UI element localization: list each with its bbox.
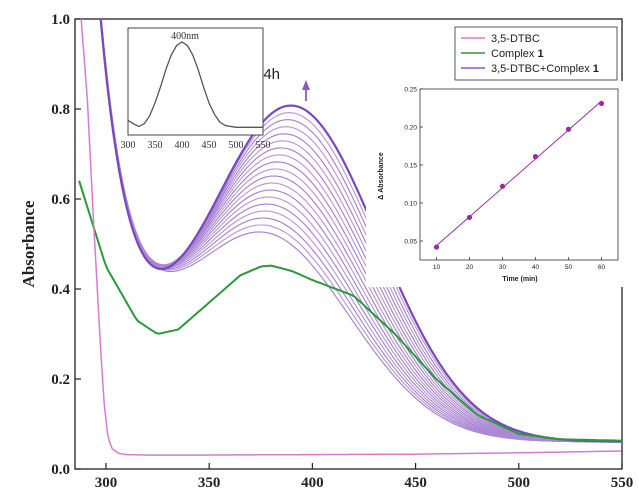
- inset-kinetics-background: [366, 81, 630, 287]
- inset-spectrum-plot: 300 350 400 450 500 550: [121, 41, 271, 151]
- main-plot-area: [78, 19, 622, 456]
- inset-kinetics-xlabel: Time (min): [502, 276, 537, 283]
- y-tick-label-0: 0.0: [51, 462, 70, 478]
- kinetics-x-tick-label-1: 20: [466, 264, 474, 271]
- inset-x-tick-label-0: 300: [121, 140, 136, 151]
- kinetics-x-tick-label-3: 40: [532, 264, 540, 271]
- kinetics-point-4: [532, 154, 539, 160]
- legend-label-complex-prefix: Complex: [491, 48, 537, 60]
- inset-kinetics: 10 20 30 40 50 60 0.05 0.10 0.15 0.20 0.25 Time (m…: [366, 81, 630, 287]
- kinetics-x-tick-label-4: 50: [565, 264, 573, 271]
- inset-kinetics-plot: 10 20 30 40 50 60 0.05 0.10 0.15 0.20 0.25: [404, 87, 605, 272]
- legend-label-dtbc: 3,5-DTBC: [491, 33, 540, 45]
- x-tick-label-5: 550: [611, 475, 634, 491]
- legend-label-mixture-prefix: 3,5-DTBC+Complex: [491, 63, 593, 75]
- inset-x-tick-label-5: 550: [256, 140, 271, 151]
- kinetics-point-3: [499, 183, 506, 189]
- kinetics-y-tick-label-0: 0.05: [404, 239, 417, 246]
- x-tick-label-4: 500: [508, 475, 531, 491]
- kinetics-x-tick-label-5: 60: [598, 264, 606, 271]
- x-tick-label-3: 450: [404, 475, 427, 491]
- x-tick-label-2: 400: [301, 475, 324, 491]
- legend-label-mixture-number: 1: [593, 63, 599, 75]
- complex-1-spectrum: [78, 180, 621, 442]
- kinetics-y-tick-label-1: 0.10: [404, 201, 417, 208]
- inset-spectrum-curve: [127, 41, 263, 128]
- inset-spectrum: 300 350 400 450 500 550 400nm: [121, 27, 271, 151]
- y-tick-label-4: 0.8: [51, 102, 70, 118]
- main-axis-ticks: 300 350 400 450 500 550 0.0 0.2 0.4 0.6 0.8 1.0: [51, 12, 633, 491]
- inset-kinetics-frame: [419, 88, 619, 261]
- dtbc-spectrum: [80, 19, 622, 456]
- increase-arrowhead: [302, 80, 310, 90]
- inset-x-tick-label-3: 450: [202, 140, 217, 151]
- legend-label-complex-number: 1: [537, 48, 543, 60]
- kinetics-x-tick-label-0: 10: [433, 264, 441, 271]
- kinetics-y-tick-label-4: 0.25: [404, 87, 417, 94]
- inset-kinetics-ylabel: Δ Absorbance: [378, 152, 385, 200]
- kinetics-point-1: [433, 244, 440, 250]
- x-tick-label-0: 300: [95, 475, 118, 491]
- y-tick-label-2: 0.4: [51, 282, 70, 298]
- legend-label-complex: Complex 1: [491, 48, 544, 60]
- inset-x-tick-label-1: 350: [148, 140, 163, 151]
- kinetics-point-6: [598, 100, 605, 107]
- y-tick-label-3: 0.6: [51, 192, 70, 208]
- main-series-group: [78, 19, 622, 456]
- legend-label-mixture: 3,5-DTBC+Complex 1: [491, 63, 599, 75]
- inset-x-tick-label-4: 500: [229, 140, 244, 151]
- inset-peak-label: 400nm: [171, 31, 199, 42]
- inset-spectrum-frame: [127, 27, 264, 136]
- kinetics-y-tick-label-3: 0.20: [404, 125, 417, 132]
- legend: 3,5-DTBC Complex 1 3,5-DTBC+Complex 1: [454, 26, 618, 81]
- x-tick-label-1: 350: [198, 475, 221, 491]
- kinetics-fit-line: [436, 100, 602, 247]
- kinetics-y-tick-label-2: 0.15: [404, 163, 417, 170]
- kinetics-x-tick-label-2: 30: [499, 264, 507, 271]
- kinetics-point-5: [565, 126, 572, 132]
- inset-x-tick-label-2: 400: [175, 140, 190, 151]
- y-tick-label-1: 0.2: [51, 372, 70, 388]
- kinetics-point-2: [466, 214, 473, 221]
- y-tick-label-5: 1.0: [51, 12, 70, 28]
- y-axis-title: Absorbance: [19, 200, 38, 287]
